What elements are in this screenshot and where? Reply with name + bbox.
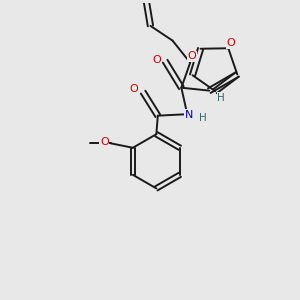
Text: O: O <box>187 51 196 61</box>
Text: N: N <box>184 110 193 120</box>
Text: O: O <box>130 84 139 94</box>
Text: O: O <box>227 38 236 48</box>
Text: O: O <box>100 137 109 147</box>
Text: H: H <box>199 113 206 123</box>
Text: O: O <box>152 55 161 65</box>
Text: H: H <box>217 93 225 103</box>
